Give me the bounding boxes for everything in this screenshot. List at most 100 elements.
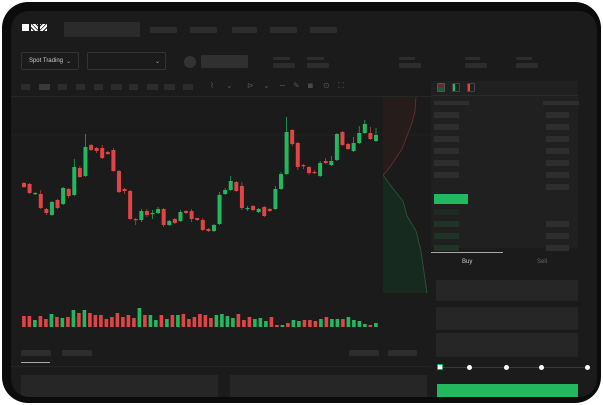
volume-bar [88, 313, 92, 327]
book-asks-icon[interactable] [467, 83, 475, 92]
tab-underline [431, 252, 503, 253]
nav-item[interactable] [270, 27, 297, 33]
price-input[interactable] [436, 280, 578, 301]
slider-handle[interactable] [437, 364, 443, 370]
camera-icon[interactable]: ◙ [308, 81, 313, 90]
volume-bar [187, 319, 191, 327]
tab-order-history[interactable] [62, 350, 92, 356]
pencil-icon[interactable]: ✎ [293, 81, 300, 90]
chevron-down-icon[interactable]: ⌄ [226, 81, 233, 90]
nav-item[interactable] [150, 27, 177, 33]
candle-body [357, 133, 362, 143]
book-both-icon[interactable] [437, 83, 445, 92]
slider-step-50[interactable] [504, 365, 509, 370]
candle-body [368, 133, 373, 139]
volume-bar [341, 319, 345, 327]
buy-submit-button[interactable] [437, 384, 578, 397]
bid-price [434, 245, 459, 251]
cursor-icon[interactable]: ⊳ [247, 81, 254, 90]
nav-item[interactable] [310, 27, 337, 33]
candle-body [89, 145, 94, 150]
interval-button[interactable] [164, 84, 175, 90]
indicator-icon[interactable]: ⌇ [210, 81, 214, 90]
candle-body [49, 202, 54, 215]
nav-item[interactable] [190, 27, 217, 33]
amount-slider[interactable] [439, 367, 589, 368]
candle-body [72, 167, 77, 195]
volume-bar [302, 320, 307, 327]
candle-body [279, 174, 284, 189]
candle-body [189, 211, 194, 219]
pair-dropdown[interactable]: ⌄ [87, 52, 166, 70]
candle-body [334, 134, 339, 160]
candlestick-chart[interactable] [11, 11, 431, 341]
volume-bar [242, 320, 246, 327]
candle-body [27, 184, 32, 193]
interval-button[interactable] [39, 84, 50, 90]
candle-body [111, 150, 116, 171]
volume-bar [368, 325, 373, 327]
volume-bar [346, 317, 351, 327]
chevron-down-icon: ⌄ [154, 58, 160, 65]
volume-bar [192, 317, 197, 327]
ask-price [434, 136, 459, 142]
interval-button[interactable] [183, 84, 193, 90]
tab-open-orders[interactable] [21, 350, 51, 356]
interval-button[interactable] [21, 84, 30, 90]
fullscreen-icon[interactable]: ⛶ [338, 81, 344, 90]
settings-icon[interactable]: ⊙ [323, 81, 330, 90]
candle-body [256, 209, 261, 212]
volume-bar [82, 310, 87, 327]
candle-body [301, 165, 306, 167]
ask-price [434, 160, 459, 166]
bottom-action[interactable] [349, 350, 379, 356]
interval-button[interactable] [129, 84, 138, 90]
slider-step-25[interactable] [467, 365, 472, 370]
candle-body [217, 195, 222, 224]
okx-logo[interactable] [22, 24, 47, 31]
chart-divider [11, 96, 431, 97]
total-input[interactable] [436, 333, 578, 357]
volume-bar [374, 323, 378, 327]
volume-bar [330, 319, 334, 327]
search-bar[interactable] [64, 22, 140, 37]
candle-body [262, 207, 267, 216]
bottom-action[interactable] [388, 350, 417, 356]
tab-buy[interactable]: Buy [462, 259, 473, 265]
interval-button[interactable] [147, 84, 158, 90]
slider-step-100[interactable] [585, 365, 590, 370]
bid-price [434, 233, 459, 239]
nav-item[interactable] [232, 27, 257, 33]
volume-bar [55, 317, 59, 327]
candle-body [290, 130, 295, 144]
candle-body [61, 188, 66, 204]
tab-sell[interactable]: Sell [537, 259, 548, 265]
amount-input[interactable] [436, 307, 578, 330]
candle-body [211, 225, 216, 231]
book-bids-icon[interactable] [452, 83, 460, 92]
volume-bar [176, 315, 180, 327]
slider-step-75[interactable] [539, 365, 544, 370]
candle-body [200, 220, 205, 230]
ask-amount [546, 136, 569, 142]
chevron-down-icon[interactable]: ⌄ [263, 81, 270, 90]
interval-button[interactable] [111, 84, 122, 90]
volume-bar [126, 315, 131, 327]
volume-bar [110, 317, 114, 327]
candle-body [33, 193, 38, 195]
volume-bar [286, 323, 290, 327]
candle-body [144, 211, 149, 215]
candle-body [306, 167, 311, 173]
interval-button[interactable] [58, 84, 67, 90]
volume-bar [247, 317, 252, 327]
volume-bar [352, 320, 356, 327]
trend-line-icon[interactable]: ∼ [279, 81, 286, 90]
interval-button[interactable] [76, 84, 85, 90]
interval-button[interactable] [94, 84, 103, 90]
market-type-label: Spot Trading [28, 58, 63, 64]
depth-asks-line [383, 97, 417, 176]
volume-bar [291, 320, 296, 327]
volume-bar [115, 313, 120, 327]
candle-body [323, 161, 328, 163]
market-type-dropdown[interactable]: Spot Trading ⌄ [21, 52, 79, 70]
